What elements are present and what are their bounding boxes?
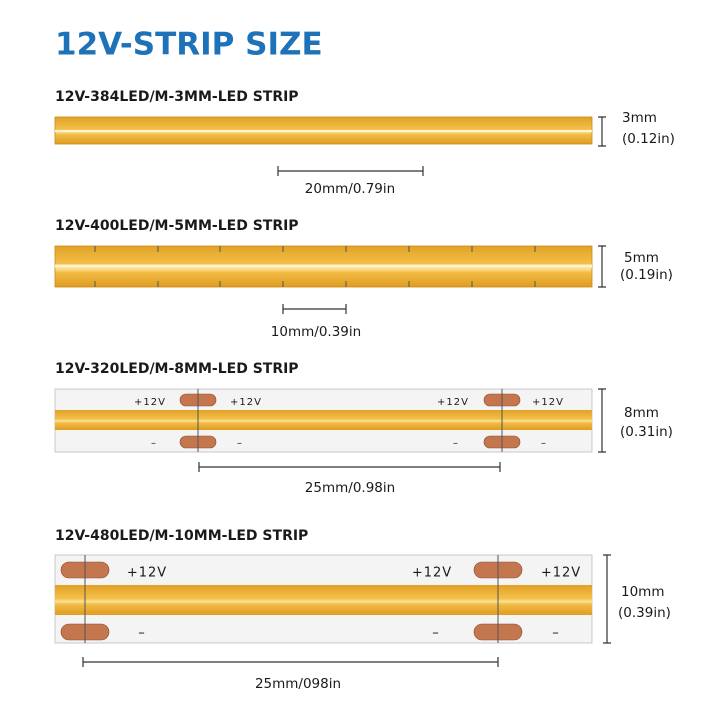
cut-line xyxy=(282,304,347,314)
strip: 12V-320LED/M-8MM-LED STRIP +12V +12V +12… xyxy=(54,361,673,496)
positive-label: +12V xyxy=(134,397,166,408)
positive-label: +12V xyxy=(412,566,452,581)
negative-label: – xyxy=(552,626,560,641)
width-in: (0.12in) xyxy=(622,131,675,147)
cut-length: 10mm/0.39in xyxy=(271,324,361,340)
width-bracket xyxy=(598,245,606,288)
positive-label: +12V xyxy=(532,397,564,408)
width-mm: 8mm xyxy=(624,405,659,421)
strip: 12V-400LED/M-5MM-LED STRIP 5mm (0.19in) … xyxy=(54,218,673,340)
width-mm: 10mm xyxy=(621,584,664,600)
width-bracket xyxy=(603,554,611,644)
strip-name: 12V-400LED/M-5MM-LED STRIP xyxy=(55,218,299,234)
positive-label: +12V xyxy=(127,566,167,581)
negative-label: – xyxy=(541,438,547,449)
negative-label: – xyxy=(432,626,440,641)
width-bracket xyxy=(598,388,606,453)
cut-length: 25mm/098in xyxy=(255,676,341,692)
negative-label: – xyxy=(151,438,157,449)
title: 12V-STRIP SIZE xyxy=(55,27,323,63)
strip-name: 12V-320LED/M-8MM-LED STRIP xyxy=(55,361,299,377)
width-mm: 5mm xyxy=(624,250,659,266)
positive-label: +12V xyxy=(541,566,581,581)
led-band xyxy=(55,410,592,430)
width-in: (0.19in) xyxy=(620,267,673,283)
negative-label: – xyxy=(237,438,243,449)
cut-length: 20mm/0.79in xyxy=(305,181,395,197)
negative-label: – xyxy=(453,438,459,449)
width-in: (0.39in) xyxy=(618,605,671,621)
positive-label: +12V xyxy=(437,397,469,408)
cut-length: 25mm/0.98in xyxy=(305,480,395,496)
strip: 12V-384LED/M-3MM-LED STRIP 3mm (0.12in) … xyxy=(54,89,675,197)
strip-name: 12V-384LED/M-3MM-LED STRIP xyxy=(55,89,299,105)
cut-line xyxy=(82,657,499,667)
width-in: (0.31in) xyxy=(620,424,673,440)
width-bracket xyxy=(598,116,606,147)
positive-label: +12V xyxy=(230,397,262,408)
led-band xyxy=(55,585,592,615)
negative-label: – xyxy=(138,626,146,641)
width-mm: 3mm xyxy=(622,110,657,126)
cut-marks xyxy=(94,246,536,287)
strip-name: 12V-480LED/M-10MM-LED STRIP xyxy=(55,528,308,544)
cut-line xyxy=(277,166,424,176)
strip: 12V-480LED/M-10MM-LED STRIP +12V +12V +1… xyxy=(54,528,671,692)
cut-line xyxy=(198,462,501,472)
